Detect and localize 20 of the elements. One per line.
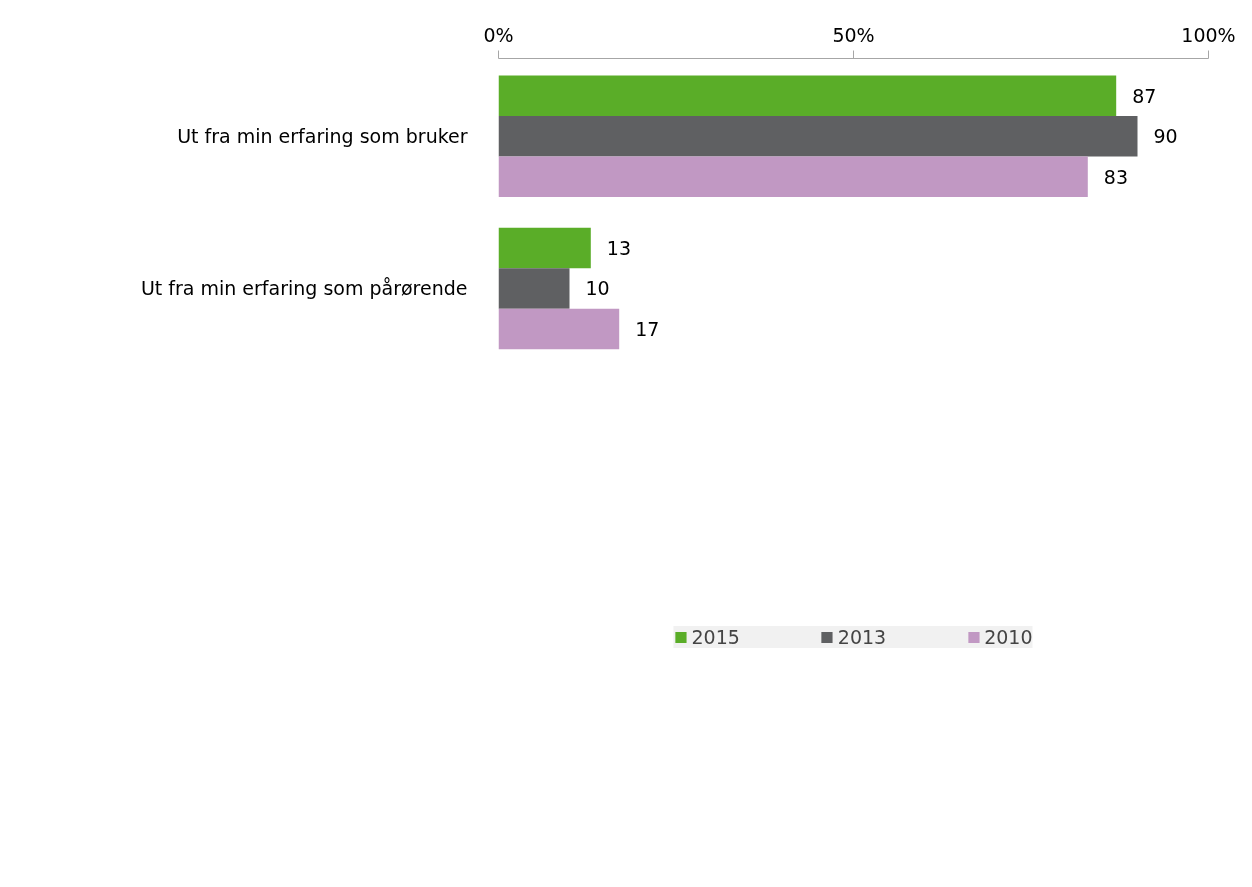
bar [498,227,591,269]
bar [498,308,620,350]
legend-label: 2015 [691,626,740,648]
data-label: 90 [1153,125,1178,148]
data-label: 10 [585,277,610,300]
bar [498,75,1117,116]
x-tick-label: 50% [832,23,875,46]
x-tick-label: 0% [483,23,514,46]
bar [498,268,570,309]
legend-label: 2010 [984,626,1033,648]
data-label: 83 [1103,165,1128,188]
bar [498,115,1138,157]
legend-label: 2013 [837,626,887,648]
data-label: 17 [635,318,660,341]
data-label: 87 [1132,84,1157,107]
bar [498,156,1088,197]
y-tick-label: Ut fra min erfaring som pårørende [140,277,468,300]
x-tick-label: 100% [1181,23,1236,46]
y-tick-label: Ut fra min erfaring som bruker [177,125,468,148]
data-label: 13 [606,236,631,259]
